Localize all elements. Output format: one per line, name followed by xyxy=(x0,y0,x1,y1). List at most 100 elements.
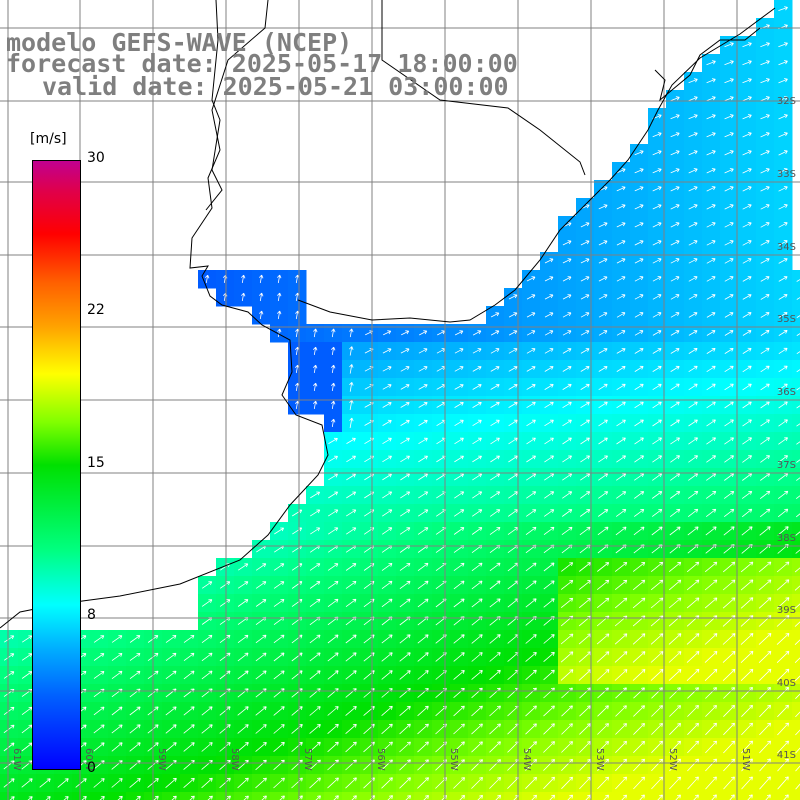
wind-arrow xyxy=(544,473,555,481)
wind-arrow xyxy=(363,706,375,716)
wind-arrow xyxy=(598,455,608,463)
wind-cell xyxy=(774,792,793,800)
wind-arrow xyxy=(759,776,771,790)
wind-arrow xyxy=(778,42,788,48)
wind-arrow xyxy=(560,633,574,645)
wind-arrow xyxy=(526,330,536,336)
wind-arrow xyxy=(760,168,770,174)
wind-arrow xyxy=(255,563,267,571)
wind-arrow xyxy=(724,473,735,481)
wind-arrow xyxy=(525,562,537,572)
wind-arrow xyxy=(651,776,663,790)
wind-arrow xyxy=(598,276,608,282)
wind-arrow xyxy=(201,634,213,644)
wind-arrow xyxy=(742,150,752,156)
wind-arrow xyxy=(345,670,357,680)
wind-arrow xyxy=(273,563,285,571)
wind-arrow xyxy=(93,671,105,679)
wind-arrow xyxy=(561,526,573,536)
wind-arrow xyxy=(526,473,537,481)
wind-arrow xyxy=(616,455,626,463)
wind-cell xyxy=(720,792,739,800)
wind-cell xyxy=(612,792,631,800)
wind-arrow xyxy=(526,383,536,390)
wind-arrow xyxy=(795,765,800,772)
wind-cell xyxy=(468,792,487,800)
wind-arrow xyxy=(346,473,356,481)
wind-arrow xyxy=(598,348,608,354)
wind-arrow xyxy=(489,723,501,735)
wind-arrow xyxy=(472,330,482,336)
wind-arrow xyxy=(598,491,609,499)
wind-arrow xyxy=(331,364,336,373)
wind-arrow xyxy=(706,132,716,138)
wind-arrow xyxy=(273,706,285,716)
wind-arrow xyxy=(454,330,464,336)
wind-arrow xyxy=(237,652,249,662)
wind-arrow xyxy=(706,383,716,391)
wind-arrow xyxy=(670,276,680,282)
wind-arrow xyxy=(129,742,141,752)
wind-arrow xyxy=(400,473,410,481)
wind-arrow xyxy=(688,240,698,246)
wind-arrow xyxy=(327,509,339,517)
wind-arrow xyxy=(776,561,790,573)
wind-arrow xyxy=(706,437,716,445)
wind-arrow xyxy=(634,383,644,391)
wind-arrow xyxy=(63,796,69,800)
wind-arrow xyxy=(650,633,664,645)
wind-arrow xyxy=(255,742,267,752)
wind-arrow xyxy=(21,635,33,643)
wind-arrow xyxy=(255,724,267,734)
wind-arrow xyxy=(417,509,429,517)
wind-cell xyxy=(792,450,800,469)
wind-arrow xyxy=(783,794,789,800)
wind-arrow xyxy=(795,693,800,699)
wind-arrow xyxy=(724,114,734,120)
wind-arrow xyxy=(273,634,285,644)
wind-arrow xyxy=(381,652,393,662)
wind-arrow xyxy=(345,563,357,571)
lat-label: 35S xyxy=(777,314,796,325)
wind-cell xyxy=(522,792,541,800)
wind-arrow xyxy=(615,740,627,753)
wind-arrow xyxy=(616,294,626,300)
wind-arrow xyxy=(686,597,700,609)
wind-arrow xyxy=(704,615,718,627)
wind-arrow xyxy=(489,652,501,662)
wind-arrow xyxy=(543,634,555,644)
wind-arrow xyxy=(543,741,555,753)
wind-arrow xyxy=(723,758,735,772)
wind-arrow xyxy=(723,722,735,736)
wind-arrow xyxy=(741,491,753,499)
wind-arrow xyxy=(634,222,644,228)
wind-arrow xyxy=(580,437,590,445)
wind-arrow xyxy=(349,399,354,410)
wind-arrow xyxy=(651,491,663,499)
wind-arrow xyxy=(183,635,195,643)
wind-arrow xyxy=(382,402,392,408)
wind-arrow xyxy=(471,580,483,590)
wind-arrow xyxy=(706,240,716,246)
wind-arrow xyxy=(472,401,482,408)
wind-arrow xyxy=(297,795,303,800)
wind-arrow xyxy=(704,597,718,609)
wind-arrow xyxy=(382,384,392,390)
wind-arrow xyxy=(508,455,518,463)
wind-arrow xyxy=(776,633,790,645)
wind-arrow xyxy=(471,777,483,789)
wind-arrow xyxy=(400,348,410,354)
wind-cell xyxy=(72,792,91,800)
wind-arrow xyxy=(597,758,609,772)
wind-arrow xyxy=(508,437,518,445)
wind-arrow xyxy=(328,473,338,481)
wind-arrow xyxy=(740,597,754,609)
wind-arrow xyxy=(508,419,518,427)
wind-arrow xyxy=(741,776,753,790)
wind-arrow xyxy=(598,312,608,318)
wind-cell xyxy=(558,792,577,800)
wind-arrow xyxy=(111,635,123,643)
wind-arrow xyxy=(454,384,464,390)
wind-arrow xyxy=(724,383,734,391)
wind-arrow xyxy=(742,365,752,373)
